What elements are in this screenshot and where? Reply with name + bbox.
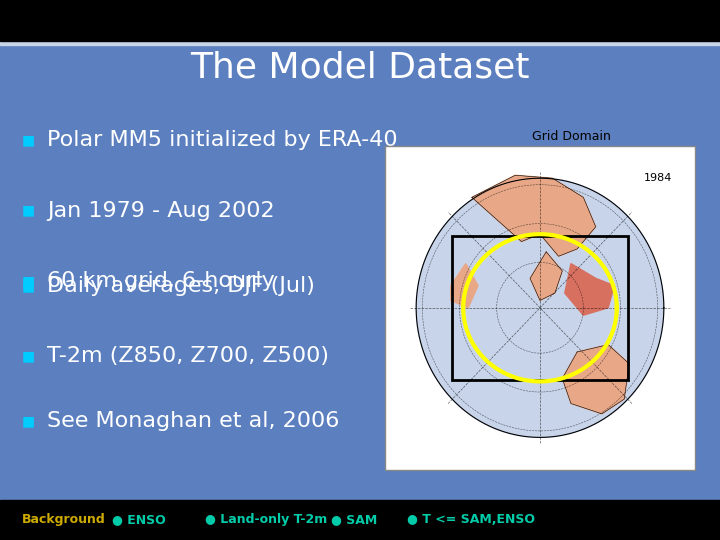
Text: ● ENSO: ● ENSO — [112, 513, 166, 526]
Text: The Model Dataset: The Model Dataset — [190, 51, 530, 84]
Text: ● SAM: ● SAM — [331, 513, 377, 526]
Bar — [0, 40, 720, 45]
Polygon shape — [562, 345, 629, 414]
Text: 1984: 1984 — [644, 173, 672, 183]
Bar — [385, 146, 695, 470]
Text: Polar MM5 initialized by ERA-40: Polar MM5 initialized by ERA-40 — [47, 130, 397, 151]
Text: 60 km grid, 6-hourly: 60 km grid, 6-hourly — [47, 271, 274, 291]
Text: Daily averages, DJF (Jul): Daily averages, DJF (Jul) — [47, 276, 315, 296]
Text: See Monaghan et al, 2006: See Monaghan et al, 2006 — [47, 411, 339, 431]
Text: ■: ■ — [22, 133, 35, 147]
Bar — [452, 235, 628, 380]
Polygon shape — [564, 264, 614, 315]
Text: T-2m (Z850, Z700, Z500): T-2m (Z850, Z700, Z500) — [47, 346, 329, 367]
Text: Jan 1979 - Aug 2002: Jan 1979 - Aug 2002 — [47, 200, 274, 221]
Text: ■: ■ — [22, 274, 35, 288]
Text: Background: Background — [22, 513, 105, 526]
Text: ● T <= SAM,ENSO: ● T <= SAM,ENSO — [407, 513, 535, 526]
Text: ■: ■ — [22, 204, 35, 218]
Polygon shape — [451, 264, 478, 308]
Text: Grid Domain: Grid Domain — [531, 130, 611, 143]
Bar — [0, 500, 720, 540]
Text: ■: ■ — [22, 279, 35, 293]
Polygon shape — [472, 176, 595, 256]
Polygon shape — [530, 252, 562, 300]
Text: ■: ■ — [22, 414, 35, 428]
Polygon shape — [416, 178, 664, 437]
Text: ● Land-only T-2m: ● Land-only T-2m — [205, 513, 328, 526]
Bar — [0, 0, 720, 40]
Text: ■: ■ — [22, 349, 35, 363]
